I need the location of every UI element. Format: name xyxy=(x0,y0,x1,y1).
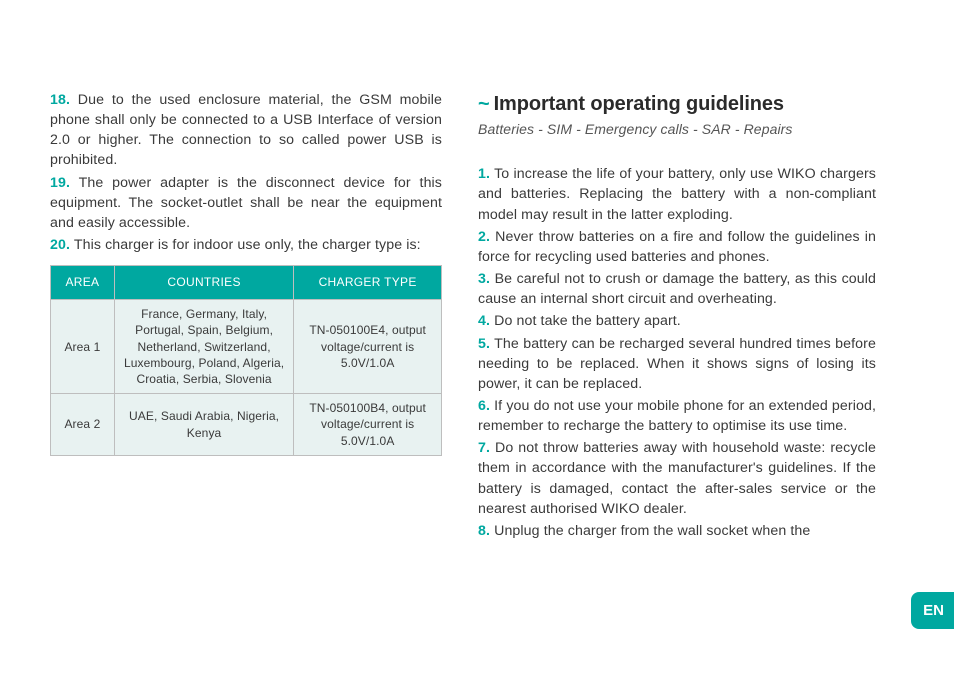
list-item: 8. Unplug the charger from the wall sock… xyxy=(478,521,876,541)
table-cell: UAE, Saudi Arabia, Nigeria, Kenya xyxy=(114,394,293,456)
table-cell: Area 2 xyxy=(51,394,115,456)
list-item: 20. This charger is for indoor use only,… xyxy=(50,235,442,255)
list-item: 3. Be careful not to crush or damage the… xyxy=(478,269,876,309)
right-column: ~Important operating guidelines Batterie… xyxy=(478,90,876,635)
item-text: This charger is for indoor use only, the… xyxy=(74,237,421,253)
tilde-icon: ~ xyxy=(478,93,490,115)
table-row: Area 1 France, Germany, Italy, Portugal,… xyxy=(51,300,442,394)
item-number: 3. xyxy=(478,271,490,287)
item-number: 1. xyxy=(478,166,490,182)
item-number: 2. xyxy=(478,229,490,245)
section-subtitle: Batteries - SIM - Emergency calls - SAR … xyxy=(478,120,876,140)
item-text: Never throw batteries on a fire and foll… xyxy=(478,229,876,265)
list-item: 1. To increase the life of your battery,… xyxy=(478,164,876,224)
item-number: 7. xyxy=(478,440,490,456)
list-item: 5. The battery can be recharged several … xyxy=(478,334,876,394)
table-header: CHARGER TYPE xyxy=(294,266,442,300)
item-number: 8. xyxy=(478,523,490,539)
language-badge: EN xyxy=(911,592,954,629)
item-text: Do not throw batteries away with househo… xyxy=(478,440,876,516)
item-number: 19. xyxy=(50,175,70,191)
list-item: 7. Do not throw batteries away with hous… xyxy=(478,438,876,519)
heading-text: Important operating guidelines xyxy=(494,93,784,115)
list-item: 19. The power adapter is the disconnect … xyxy=(50,173,442,233)
table-header-row: AREA COUNTRIES CHARGER TYPE xyxy=(51,266,442,300)
item-text: Due to the used enclosure material, the … xyxy=(50,92,442,168)
item-text: The battery can be recharged several hun… xyxy=(478,336,876,392)
section-heading: ~Important operating guidelines xyxy=(478,90,876,118)
list-item: 2. Never throw batteries on a fire and f… xyxy=(478,227,876,267)
item-text: If you do not use your mobile phone for … xyxy=(478,398,876,434)
table-header: AREA xyxy=(51,266,115,300)
table-cell: Area 1 xyxy=(51,300,115,394)
document-page: 18. Due to the used enclosure material, … xyxy=(0,0,954,675)
item-text: Be careful not to crush or damage the ba… xyxy=(478,271,876,307)
list-item: 6. If you do not use your mobile phone f… xyxy=(478,396,876,436)
item-number: 4. xyxy=(478,313,490,329)
table-cell: France, Germany, Italy, Portugal, Spain,… xyxy=(114,300,293,394)
item-text: Do not take the battery apart. xyxy=(494,313,681,329)
table-cell: TN-050100E4, output voltage/current is 5… xyxy=(294,300,442,394)
item-number: 18. xyxy=(50,92,70,108)
left-column: 18. Due to the used enclosure material, … xyxy=(50,90,442,635)
list-item: 18. Due to the used enclosure material, … xyxy=(50,90,442,171)
item-text: To increase the life of your battery, on… xyxy=(478,166,876,222)
table-header: COUNTRIES xyxy=(114,266,293,300)
table-row: Area 2 UAE, Saudi Arabia, Nigeria, Kenya… xyxy=(51,394,442,456)
charger-table: AREA COUNTRIES CHARGER TYPE Area 1 Franc… xyxy=(50,265,442,456)
item-text: The power adapter is the disconnect devi… xyxy=(50,175,442,231)
item-number: 20. xyxy=(50,237,70,253)
item-text: Unplug the charger from the wall socket … xyxy=(494,523,810,539)
table-cell: TN-050100B4, output voltage/current is 5… xyxy=(294,394,442,456)
list-item: 4. Do not take the battery apart. xyxy=(478,311,876,331)
item-number: 5. xyxy=(478,336,490,352)
item-number: 6. xyxy=(478,398,490,414)
